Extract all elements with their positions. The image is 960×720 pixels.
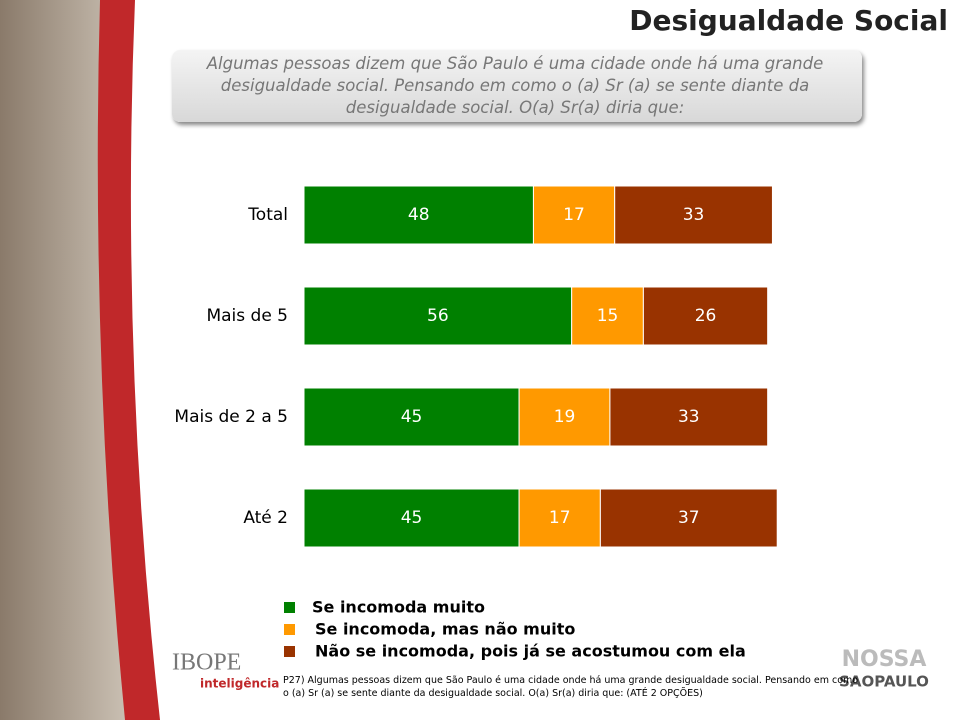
legend-swatch — [284, 646, 295, 657]
data-label: 56 — [427, 306, 449, 326]
y-tick-label: Total — [247, 205, 288, 225]
data-label: 33 — [683, 205, 705, 225]
bar-segment — [532, 185, 616, 245]
legend-swatch — [284, 624, 295, 635]
logo-text: inteligência — [200, 677, 279, 691]
logo-text: SAOPAULO — [839, 673, 929, 691]
legend-label: Se incomoda, mas não muito — [315, 620, 575, 639]
legend-label: Não se incomoda, pois já se acostumou co… — [315, 642, 746, 661]
logo-text: IBOPE — [172, 650, 241, 676]
bar-segment — [614, 185, 773, 245]
footnote: P27) Algumas pessoas dizem que São Paulo… — [283, 675, 859, 699]
data-label: 33 — [678, 407, 700, 427]
bar-segment — [303, 387, 520, 447]
red-swoosh — [97, 0, 160, 720]
data-label: 45 — [401, 407, 423, 427]
data-label: 17 — [549, 508, 571, 528]
data-label: 37 — [678, 508, 700, 528]
bar-segment — [303, 185, 534, 245]
logo-text: NOSSA — [842, 647, 927, 672]
data-label: 26 — [695, 306, 717, 326]
bar-segment — [518, 387, 611, 447]
bar-segment — [518, 488, 601, 548]
subtitle: Algumas pessoas dizem que São Paulo é um… — [206, 54, 824, 117]
data-label: 15 — [597, 306, 619, 326]
question-box — [172, 50, 862, 122]
data-label: 19 — [554, 407, 576, 427]
bar-segment — [303, 286, 573, 346]
bar-segment — [642, 286, 769, 346]
bar-segment — [609, 387, 769, 447]
data-label: 17 — [563, 205, 585, 225]
legend-label: Se incomoda muito — [312, 598, 485, 617]
legend-swatch — [284, 602, 295, 613]
y-tick-label: Mais de 5 — [206, 306, 288, 326]
bar-segment — [571, 286, 644, 346]
y-tick-label: Até 2 — [243, 508, 288, 528]
bar-segment — [303, 488, 520, 548]
chart-title: Desigualdade Social — [629, 4, 948, 37]
data-label: 48 — [408, 205, 430, 225]
y-tick-label: Mais de 2 a 5 — [174, 407, 288, 427]
data-label: 45 — [401, 508, 423, 528]
bar-segment — [599, 488, 778, 548]
